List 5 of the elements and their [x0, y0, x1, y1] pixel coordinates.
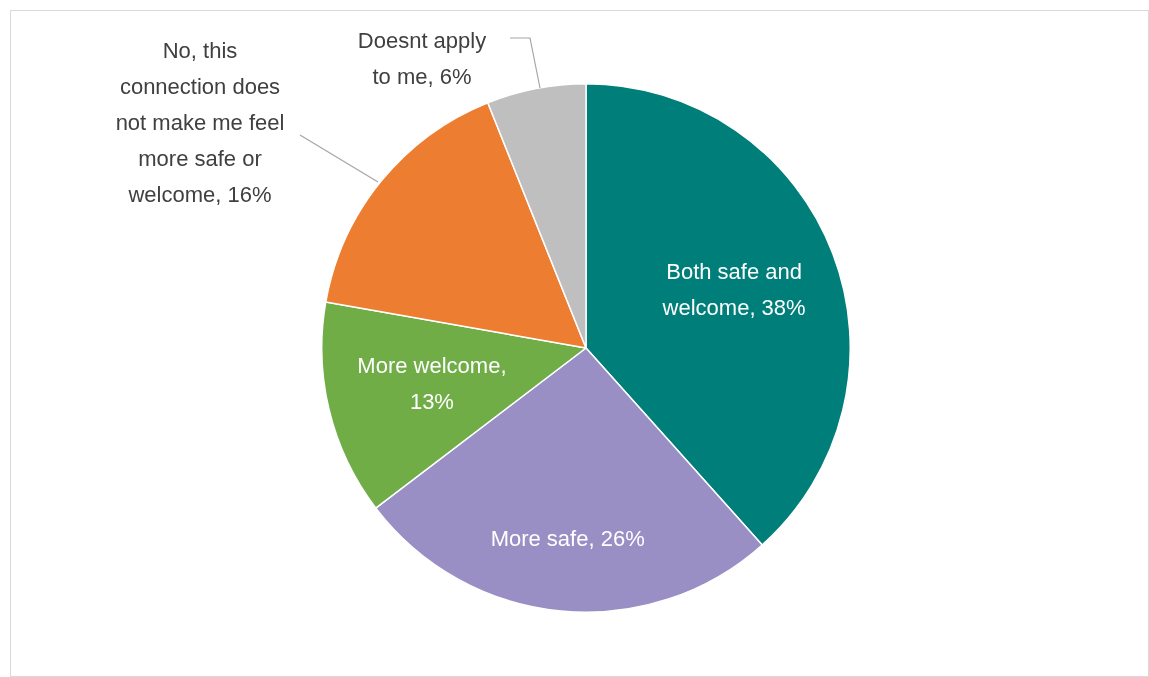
- slice-label: More safe, 26%: [490, 526, 645, 552]
- slice-label: No, this connection does not make me feel more safe or welcome, 16%: [115, 38, 285, 208]
- slice-label: More welcome, 13%: [357, 353, 507, 415]
- slice-label: Both safe and welcome, 38%: [661, 259, 806, 321]
- slice-label: Doesnt apply to me, 6%: [357, 28, 487, 90]
